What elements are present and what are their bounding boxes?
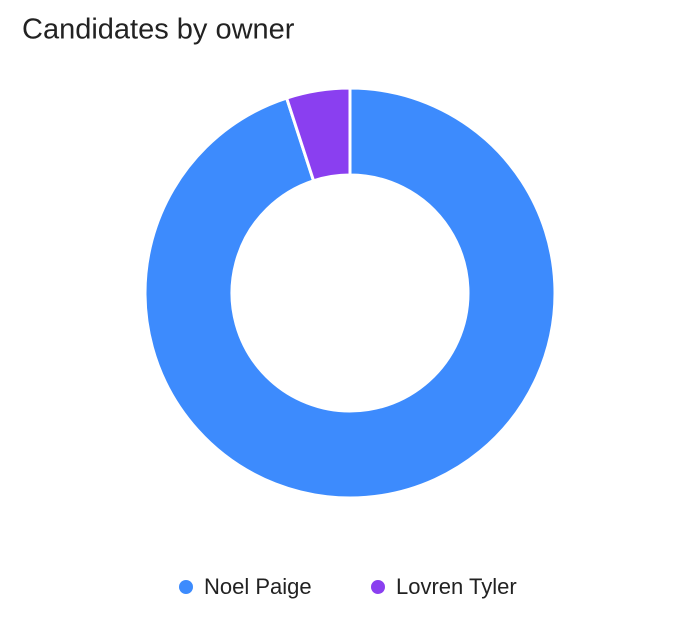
legend-label: Lovren Tyler [396, 574, 517, 599]
legend-marker [179, 580, 193, 594]
donut-slice [143, 86, 557, 500]
donut-slice [285, 86, 352, 183]
legend-marker [371, 580, 385, 594]
chart-title: Candidates by owner [22, 14, 295, 46]
legend-label: Noel Paige [204, 574, 312, 599]
